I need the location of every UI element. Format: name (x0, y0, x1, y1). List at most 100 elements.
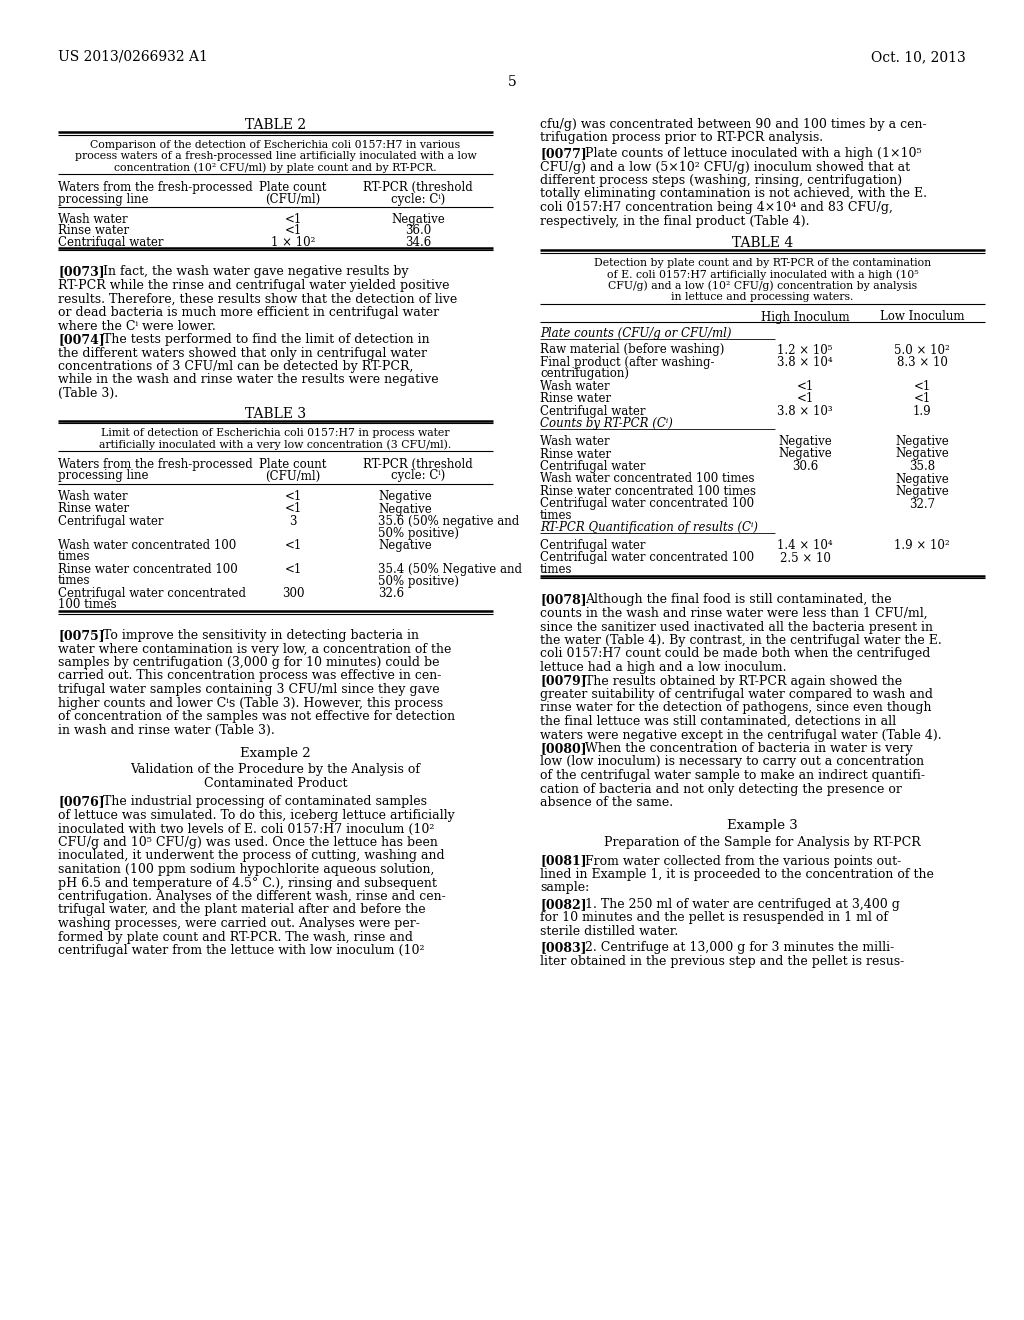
Text: 300: 300 (282, 587, 304, 601)
Text: [0075]: [0075] (58, 630, 104, 642)
Text: trifugal water samples containing 3 CFU/ml since they gave: trifugal water samples containing 3 CFU/… (58, 682, 439, 696)
Text: [0074]: [0074] (58, 333, 104, 346)
Text: TABLE 2: TABLE 2 (245, 117, 306, 132)
Text: results. Therefore, these results show that the detection of live: results. Therefore, these results show t… (58, 293, 458, 305)
Text: (Table 3).: (Table 3). (58, 387, 118, 400)
Text: totally eliminating contamination is not achieved, with the E.: totally eliminating contamination is not… (540, 187, 927, 201)
Text: carried out. This concentration process was effective in cen-: carried out. This concentration process … (58, 669, 441, 682)
Text: Plate counts of lettuce inoculated with a high (1×10⁵: Plate counts of lettuce inoculated with … (585, 147, 922, 160)
Text: 32.6: 32.6 (378, 587, 404, 601)
Text: Centrifugal water: Centrifugal water (540, 539, 645, 552)
Text: [0080]: [0080] (540, 742, 587, 755)
Text: in lettuce and processing waters.: in lettuce and processing waters. (672, 292, 854, 302)
Text: Limit of detection of Escherichia coli 0157:H7 in process water: Limit of detection of Escherichia coli 0… (101, 428, 450, 438)
Text: CFU/g and 10⁵ CFU/g) was used. Once the lettuce has been: CFU/g and 10⁵ CFU/g) was used. Once the … (58, 836, 438, 849)
Text: concentration (10² CFU/ml) by plate count and by RT-PCR.: concentration (10² CFU/ml) by plate coun… (115, 162, 437, 173)
Text: Example 3: Example 3 (727, 820, 798, 833)
Text: Centrifugal water: Centrifugal water (540, 459, 645, 473)
Text: 35.8: 35.8 (909, 459, 935, 473)
Text: Comparison of the detection of Escherichia coli 0157:H7 in various: Comparison of the detection of Escherich… (90, 140, 461, 149)
Text: The results obtained by RT-PCR again showed the: The results obtained by RT-PCR again sho… (585, 675, 902, 688)
Text: processing line: processing line (58, 193, 148, 206)
Text: 3.8 × 10⁴: 3.8 × 10⁴ (777, 356, 833, 370)
Text: respectively, in the final product (Table 4).: respectively, in the final product (Tabl… (540, 214, 810, 227)
Text: trifugal water, and the plant material after and before the: trifugal water, and the plant material a… (58, 903, 426, 916)
Text: High Inoculum: High Inoculum (761, 310, 849, 323)
Text: Negative: Negative (391, 213, 444, 226)
Text: TABLE 4: TABLE 4 (732, 236, 794, 249)
Text: 5: 5 (508, 75, 516, 88)
Text: 34.6: 34.6 (404, 236, 431, 249)
Text: 35.6 (50% negative and: 35.6 (50% negative and (378, 515, 519, 528)
Text: where the Cⁱ were lower.: where the Cⁱ were lower. (58, 319, 216, 333)
Text: times: times (540, 564, 572, 576)
Text: Example 2: Example 2 (241, 747, 311, 760)
Text: lettuce had a high and a low inoculum.: lettuce had a high and a low inoculum. (540, 661, 786, 675)
Text: Negative: Negative (778, 447, 831, 461)
Text: Rinse water concentrated 100 times: Rinse water concentrated 100 times (540, 484, 756, 498)
Text: <1: <1 (285, 224, 302, 238)
Text: the different waters showed that only in centrifugal water: the different waters showed that only in… (58, 346, 427, 359)
Text: of concentration of the samples was not effective for detection: of concentration of the samples was not … (58, 710, 455, 723)
Text: Centrifugal water: Centrifugal water (58, 515, 164, 528)
Text: <1: <1 (285, 490, 302, 503)
Text: 1. The 250 ml of water are centrifuged at 3,400 g: 1. The 250 ml of water are centrifuged a… (585, 898, 900, 911)
Text: Raw material (before washing): Raw material (before washing) (540, 343, 724, 356)
Text: 3: 3 (289, 515, 297, 528)
Text: of the centrifugal water sample to make an indirect quantifi-: of the centrifugal water sample to make … (540, 770, 925, 781)
Text: liter obtained in the previous step and the pellet is resus-: liter obtained in the previous step and … (540, 954, 904, 968)
Text: Negative: Negative (378, 539, 432, 552)
Text: Rinse water: Rinse water (540, 447, 611, 461)
Text: The tests performed to find the limit of detection in: The tests performed to find the limit of… (103, 333, 430, 346)
Text: 30.6: 30.6 (792, 459, 818, 473)
Text: centrifugation. Analyses of the different wash, rinse and cen-: centrifugation. Analyses of the differen… (58, 890, 445, 903)
Text: times: times (58, 574, 90, 587)
Text: coli 0157:H7 count could be made both when the centrifuged: coli 0157:H7 count could be made both wh… (540, 648, 931, 660)
Text: 1 × 10²: 1 × 10² (270, 236, 315, 249)
Text: Negative: Negative (378, 503, 432, 516)
Text: washing processes, were carried out. Analyses were per-: washing processes, were carried out. Ana… (58, 917, 420, 931)
Text: To improve the sensitivity in detecting bacteria in: To improve the sensitivity in detecting … (103, 630, 419, 642)
Text: 1.9: 1.9 (912, 405, 931, 418)
Text: [0079]: [0079] (540, 675, 587, 688)
Text: samples by centrifugation (3,000 g for 10 minutes) could be: samples by centrifugation (3,000 g for 1… (58, 656, 439, 669)
Text: [0076]: [0076] (58, 796, 104, 808)
Text: 36.0: 36.0 (404, 224, 431, 238)
Text: Negative: Negative (895, 484, 949, 498)
Text: 35.4 (50% Negative and: 35.4 (50% Negative and (378, 564, 522, 576)
Text: RT-PCR Quantification of results (Cⁱ): RT-PCR Quantification of results (Cⁱ) (540, 521, 758, 535)
Text: <1: <1 (913, 392, 931, 405)
Text: RT-PCR (threshold: RT-PCR (threshold (364, 181, 473, 194)
Text: inoculated with two levels of E. coli 0157:H7 inoculum (10²: inoculated with two levels of E. coli 01… (58, 822, 434, 836)
Text: cycle: Cⁱ): cycle: Cⁱ) (391, 470, 445, 483)
Text: waters were negative except in the centrifugal water (Table 4).: waters were negative except in the centr… (540, 729, 942, 742)
Text: absence of the same.: absence of the same. (540, 796, 673, 809)
Text: RT-PCR while the rinse and centrifugal water yielded positive: RT-PCR while the rinse and centrifugal w… (58, 279, 450, 292)
Text: Wash water: Wash water (540, 436, 609, 447)
Text: lined in Example 1, it is proceeded to the concentration of the: lined in Example 1, it is proceeded to t… (540, 869, 934, 880)
Text: Wash water: Wash water (58, 490, 128, 503)
Text: 5.0 × 10²: 5.0 × 10² (894, 343, 950, 356)
Text: counts in the wash and rinse water were less than 1 CFU/ml,: counts in the wash and rinse water were … (540, 607, 928, 620)
Text: trifugation process prior to RT-PCR analysis.: trifugation process prior to RT-PCR anal… (540, 132, 823, 144)
Text: 2. Centrifuge at 13,000 g for 3 minutes the milli-: 2. Centrifuge at 13,000 g for 3 minutes … (585, 941, 894, 954)
Text: Negative: Negative (895, 473, 949, 486)
Text: process waters of a fresh-processed line artificially inoculated with a low: process waters of a fresh-processed line… (75, 150, 476, 161)
Text: [0082]: [0082] (540, 898, 587, 911)
Text: pH 6.5 and temperature of 4.5° C.), rinsing and subsequent: pH 6.5 and temperature of 4.5° C.), rins… (58, 876, 437, 890)
Text: Rinse water concentrated 100: Rinse water concentrated 100 (58, 564, 238, 576)
Text: [0083]: [0083] (540, 941, 587, 954)
Text: (CFU/ml): (CFU/ml) (265, 193, 321, 206)
Text: <1: <1 (285, 539, 302, 552)
Text: coli 0157:H7 concentration being 4×10⁴ and 83 CFU/g,: coli 0157:H7 concentration being 4×10⁴ a… (540, 201, 893, 214)
Text: higher counts and lower Cⁱs (Table 3). However, this process: higher counts and lower Cⁱs (Table 3). H… (58, 697, 443, 710)
Text: in wash and rinse water (Table 3).: in wash and rinse water (Table 3). (58, 723, 274, 737)
Text: sterile distilled water.: sterile distilled water. (540, 925, 678, 939)
Text: 32.7: 32.7 (909, 498, 935, 511)
Text: <1: <1 (285, 564, 302, 576)
Text: 1.4 × 10⁴: 1.4 × 10⁴ (777, 539, 833, 552)
Text: US 2013/0266932 A1: US 2013/0266932 A1 (58, 50, 208, 63)
Text: <1: <1 (285, 503, 302, 516)
Text: <1: <1 (285, 213, 302, 226)
Text: Centrifugal water concentrated 100: Centrifugal water concentrated 100 (540, 498, 754, 511)
